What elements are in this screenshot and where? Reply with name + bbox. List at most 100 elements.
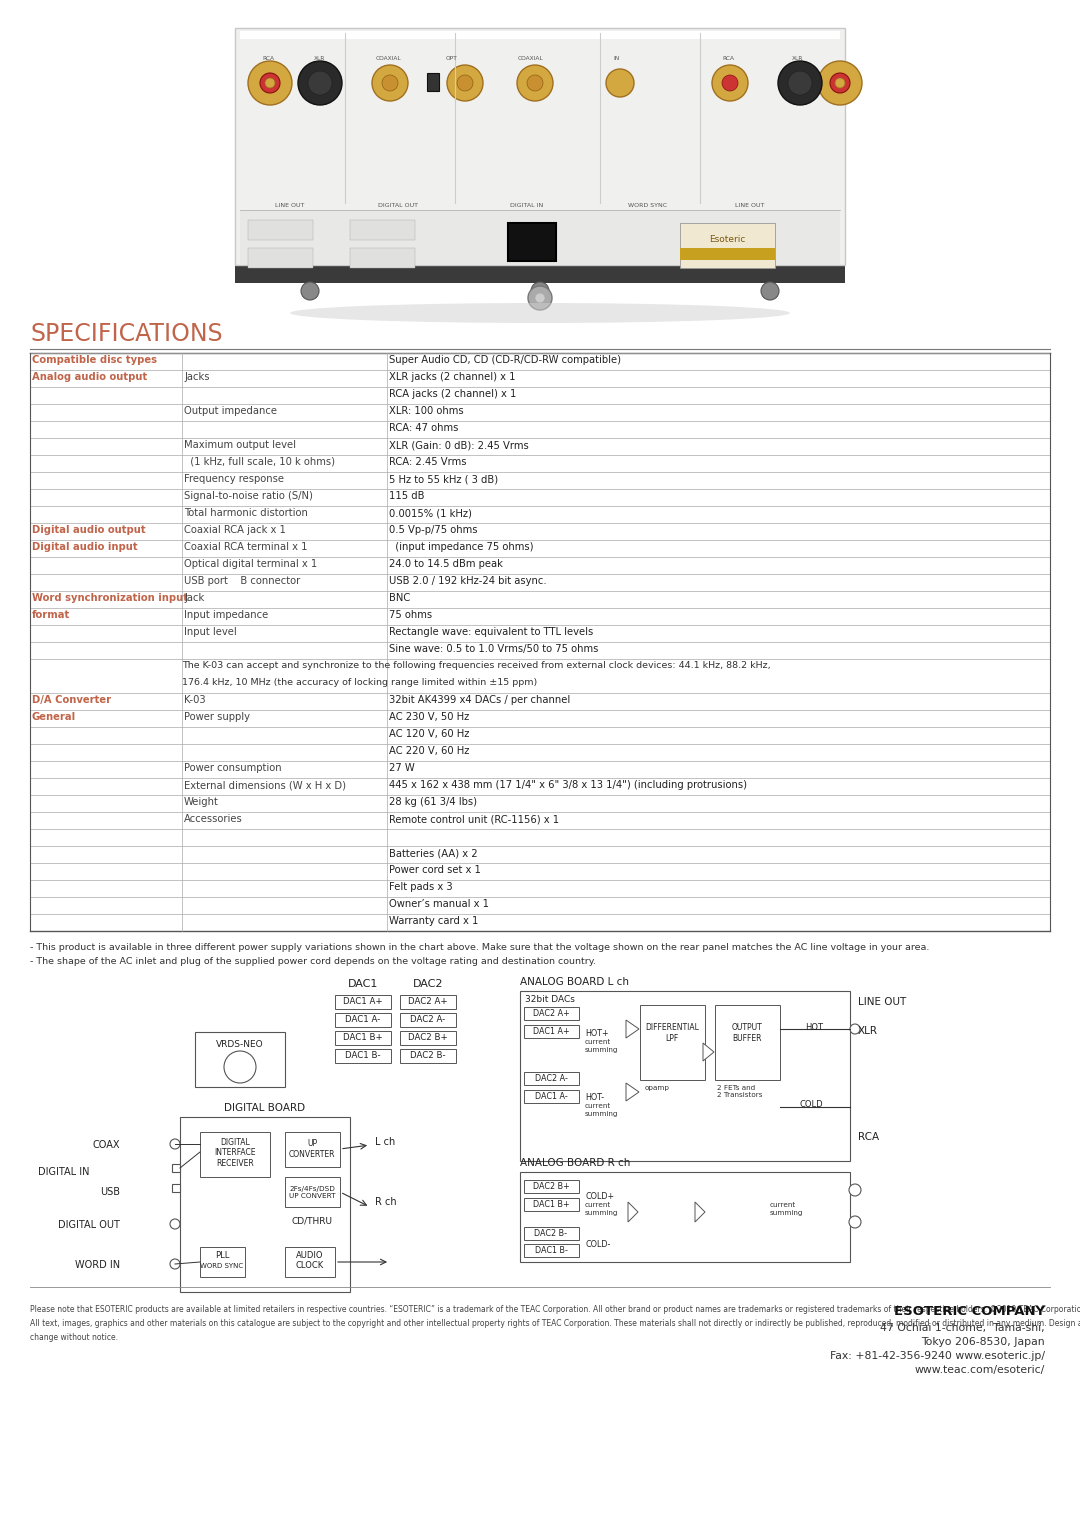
Bar [680,248,775,260]
Polygon shape [696,1203,705,1222]
Text: USB 2.0 / 192 kHz-24 bit async.: USB 2.0 / 192 kHz-24 bit async. [389,576,546,587]
Bar [519,992,850,1161]
Bar [524,1025,579,1038]
Circle shape [778,61,822,105]
Bar [427,73,438,92]
Polygon shape [626,1021,639,1038]
Text: 32bit AK4399 x4 DACs / per channel: 32bit AK4399 x4 DACs / per channel [389,695,570,704]
Text: COAXIAL: COAXIAL [517,57,543,61]
Bar [180,1117,350,1293]
Text: Fax: +81-42-356-9240 www.esoteric.jp/: Fax: +81-42-356-9240 www.esoteric.jp/ [831,1351,1045,1361]
Ellipse shape [291,303,789,322]
Text: 445 x 162 x 438 mm (17 1/4" x 6" 3/8 x 13 1/4") (including protrusions): 445 x 162 x 438 mm (17 1/4" x 6" 3/8 x 1… [389,779,747,790]
Text: DAC2 A+: DAC2 A+ [532,1008,569,1018]
Bar [195,1031,285,1086]
Bar [715,1005,780,1080]
Text: External dimensions (W x H x D): External dimensions (W x H x D) [184,779,346,790]
Bar [248,248,313,267]
Text: Tokyo 206-8530, Japan: Tokyo 206-8530, Japan [921,1337,1045,1348]
Text: DIGITAL OUT: DIGITAL OUT [378,203,418,208]
Circle shape [535,293,545,303]
Text: Power supply: Power supply [184,712,249,723]
Circle shape [849,1184,861,1196]
Text: Output impedance: Output impedance [184,406,276,416]
Text: COAX: COAX [93,1140,120,1151]
Text: Power consumption: Power consumption [184,762,282,773]
Text: DAC2: DAC2 [413,979,443,989]
Circle shape [447,66,483,101]
Text: opamp: opamp [645,1085,670,1091]
Text: COAXIAL: COAXIAL [375,57,401,61]
Text: Felt pads x 3: Felt pads x 3 [389,882,453,892]
Text: Warranty card x 1: Warranty card x 1 [389,915,478,926]
Text: DAC1 A+: DAC1 A+ [532,1027,569,1036]
Text: ANALOG BOARD L ch: ANALOG BOARD L ch [519,976,629,987]
Text: current: current [770,1203,796,1209]
Text: 176.4 kHz, 10 MHz (the accuracy of locking range limited within ±15 ppm): 176.4 kHz, 10 MHz (the accuracy of locki… [183,678,537,688]
Text: DAC1 B-: DAC1 B- [535,1245,567,1254]
Text: summing: summing [585,1210,619,1216]
Text: DAC2 A+: DAC2 A+ [408,998,448,1007]
Text: 27 W: 27 W [389,762,415,773]
Text: HOT: HOT [805,1024,823,1031]
Circle shape [831,73,850,93]
Bar [200,1132,270,1177]
Bar [285,1132,340,1167]
Circle shape [835,78,845,89]
Text: DAC1 A+: DAC1 A+ [343,998,382,1007]
Text: General: General [32,712,76,723]
Text: summing: summing [585,1047,619,1053]
Text: XLR: XLR [858,1025,878,1036]
Text: HOT+: HOT+ [585,1028,609,1038]
Bar [640,1005,705,1080]
Text: XLR: XLR [793,57,804,61]
Text: DAC2 B+: DAC2 B+ [532,1183,569,1190]
Text: - This product is available in three different power supply variations shown in : - This product is available in three dif… [30,943,930,952]
Text: change without notice.: change without notice. [30,1332,118,1342]
Circle shape [531,283,549,299]
Circle shape [265,78,275,89]
Text: Coaxial RCA terminal x 1: Coaxial RCA terminal x 1 [184,542,308,552]
Circle shape [301,283,319,299]
Text: Rectangle wave: equivalent to TTL levels: Rectangle wave: equivalent to TTL levels [389,626,593,637]
Circle shape [528,286,552,310]
Text: 5 Hz to 55 kHz ( 3 dB): 5 Hz to 55 kHz ( 3 dB) [389,474,498,484]
Bar [248,220,313,240]
Text: L ch: L ch [375,1137,395,1148]
Text: COLD: COLD [800,1100,824,1109]
Circle shape [517,66,553,101]
Circle shape [248,61,292,105]
Text: USB port    B connector: USB port B connector [184,576,300,587]
Text: DAC1 A-: DAC1 A- [535,1093,567,1102]
Text: R ch: R ch [375,1196,396,1207]
Text: www.teac.com/esoteric/: www.teac.com/esoteric/ [915,1365,1045,1375]
Text: DAC2 B-: DAC2 B- [410,1051,446,1060]
Text: 28 kg (61 3/4 lbs): 28 kg (61 3/4 lbs) [389,798,477,807]
Bar [524,1227,579,1241]
Text: Digital audio output: Digital audio output [32,526,146,535]
Text: Accessories: Accessories [184,814,243,824]
Bar [350,220,415,240]
Text: DAC2 B-: DAC2 B- [535,1229,567,1238]
Text: XLR: XLR [314,57,326,61]
Bar [235,264,845,283]
Text: Analog audio output: Analog audio output [32,371,147,382]
Text: 0.0015% (1 kHz): 0.0015% (1 kHz) [389,507,472,518]
Text: DIGITAL BOARD: DIGITAL BOARD [225,1103,306,1112]
Bar [400,1013,456,1027]
Text: AC 230 V, 50 Hz: AC 230 V, 50 Hz [389,712,469,723]
Text: current: current [585,1039,611,1045]
Circle shape [308,70,332,95]
Circle shape [170,1259,180,1268]
Circle shape [850,1024,860,1034]
Text: DIGITAL IN: DIGITAL IN [39,1167,90,1177]
Text: Compatible disc types: Compatible disc types [32,354,157,365]
Bar [400,1031,456,1045]
Text: 24.0 to 14.5 dBm peak: 24.0 to 14.5 dBm peak [389,559,503,568]
Circle shape [761,283,779,299]
Bar [335,1050,391,1063]
Text: Esoteric: Esoteric [708,235,745,244]
Bar [524,1244,579,1258]
Bar [519,1172,850,1262]
Text: DAC1: DAC1 [348,979,378,989]
